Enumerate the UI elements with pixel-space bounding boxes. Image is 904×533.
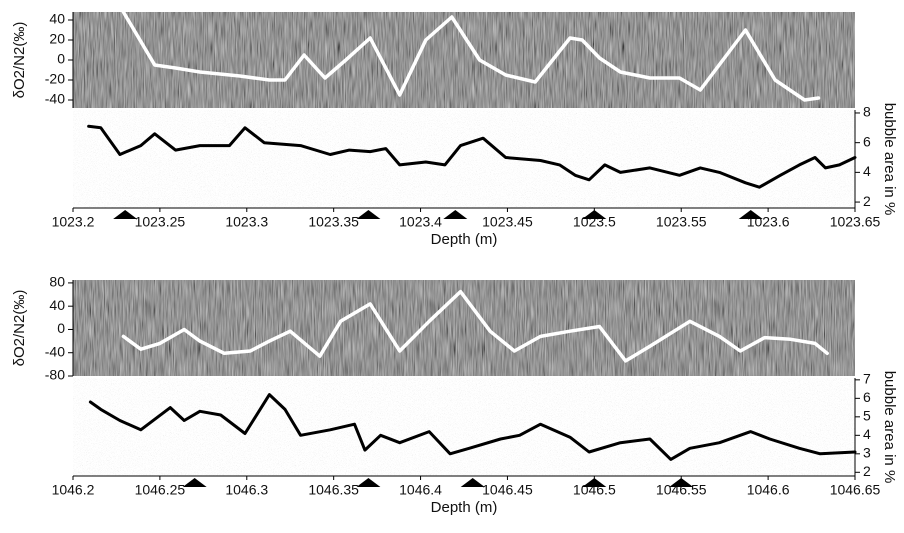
image-background: [73, 12, 855, 108]
y2-tick-label: 4: [863, 163, 871, 179]
y2-tick-label: 5: [863, 408, 871, 424]
x-tick-label: 1023.55: [656, 214, 707, 230]
y-tick-label: -40: [45, 91, 65, 107]
x-tick-label: 1023.3: [225, 214, 268, 230]
x-tick-label: 1046.5: [573, 482, 616, 498]
y-tick-label: -80: [45, 367, 65, 383]
y-tick-label: 40: [49, 11, 65, 27]
x-tick-label: 1023.35: [308, 214, 359, 230]
image-background: [73, 378, 855, 476]
y2-tick-label: 3: [863, 445, 871, 461]
y-tick-label: 0: [57, 51, 65, 67]
x-tick-label: 1023.4: [399, 214, 442, 230]
data-line: [87, 124, 857, 189]
x-axis-label: Depth (m): [431, 499, 498, 516]
depth-marker: [443, 210, 468, 219]
y-axis-label: δO2/N2(‰): [11, 22, 28, 99]
y2-axis-label: bubble area in %: [881, 371, 898, 484]
x-tick-label: 1046.55: [656, 482, 707, 498]
y-tick-label: -40: [45, 343, 65, 359]
y-axis-label: δO2/N2(‰): [11, 290, 28, 367]
depth-marker: [669, 478, 694, 487]
x-tick-label: 1046.2: [52, 482, 95, 498]
x-tick-label: 1046.3: [225, 482, 268, 498]
y2-tick-label: 6: [863, 133, 871, 149]
x-tick-label: 1046.25: [135, 482, 186, 498]
image-background: [73, 110, 855, 208]
depth-marker: [113, 210, 138, 219]
y2-tick-label: 2: [863, 463, 871, 479]
x-tick-label: 1046.65: [830, 482, 881, 498]
x-tick-label: 1023.2: [52, 214, 95, 230]
depth-marker: [582, 210, 607, 219]
depth-marker: [582, 478, 607, 487]
y-tick-label: -20: [45, 71, 65, 87]
x-tick-label: 1023.5: [573, 214, 616, 230]
x-tick-label: 1023.45: [482, 214, 533, 230]
y-tick-label: 40: [49, 297, 65, 313]
y2-tick-label: 2: [863, 193, 871, 209]
y2-tick-label: 8: [863, 104, 871, 120]
y-tick-label: 20: [49, 31, 65, 47]
depth-marker: [460, 478, 485, 487]
data-line: [88, 393, 857, 461]
x-tick-label: 1046.6: [747, 482, 790, 498]
x-tick-label: 1046.35: [308, 482, 359, 498]
y2-axis-label: bubble area in %: [881, 103, 898, 216]
y2-tick-label: 7: [863, 371, 871, 387]
y2-tick-label: 4: [863, 426, 871, 442]
y-tick-label: 80: [49, 274, 65, 290]
data-line: [121, 10, 821, 102]
x-tick-label: 1046.45: [482, 482, 533, 498]
x-tick-label: 1023.25: [135, 214, 186, 230]
depth-marker: [356, 478, 381, 487]
y-tick-label: 0: [57, 320, 65, 336]
x-tick-label: 1046.4: [399, 482, 442, 498]
depth-marker: [738, 210, 763, 219]
y2-tick-label: 6: [863, 389, 871, 405]
data-line: [121, 289, 829, 363]
x-axis-label: Depth (m): [431, 231, 498, 248]
x-tick-label: 1023.65: [830, 214, 881, 230]
depth-marker: [182, 478, 207, 487]
depth-marker: [356, 210, 381, 219]
